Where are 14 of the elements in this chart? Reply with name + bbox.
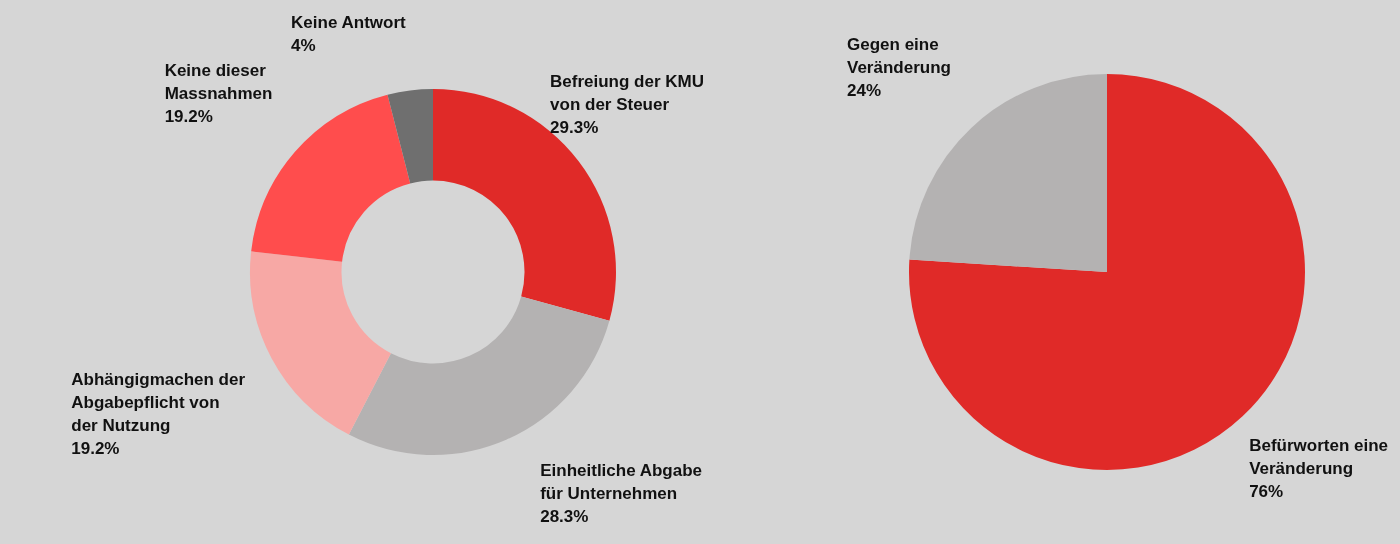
slice-label: Befreiung der KMU von der Steuer (550, 72, 705, 115)
data-label: 28.3% (540, 507, 589, 527)
slice-label: Gegen eine Veränderung (847, 34, 951, 77)
slice-label: Einheitliche Abgabe für Unternehmen (540, 461, 703, 504)
data-label: 76% (1249, 482, 1284, 502)
data-label: 4% (291, 35, 316, 55)
slice-label: Keine Antwort (291, 12, 407, 32)
data-label: 19.2% (71, 439, 120, 459)
slice-label: Abhängigmachen der Abgabepflicht von der Nutzung (71, 370, 246, 436)
data-label: 24% (847, 80, 882, 100)
data-label: 19.2% (164, 107, 213, 127)
slice-label: Keine dieser Massnahmen (164, 61, 273, 104)
slice-label: Befürworten eine Veränderung (1249, 436, 1388, 479)
data-label: 29.3% (550, 118, 599, 138)
